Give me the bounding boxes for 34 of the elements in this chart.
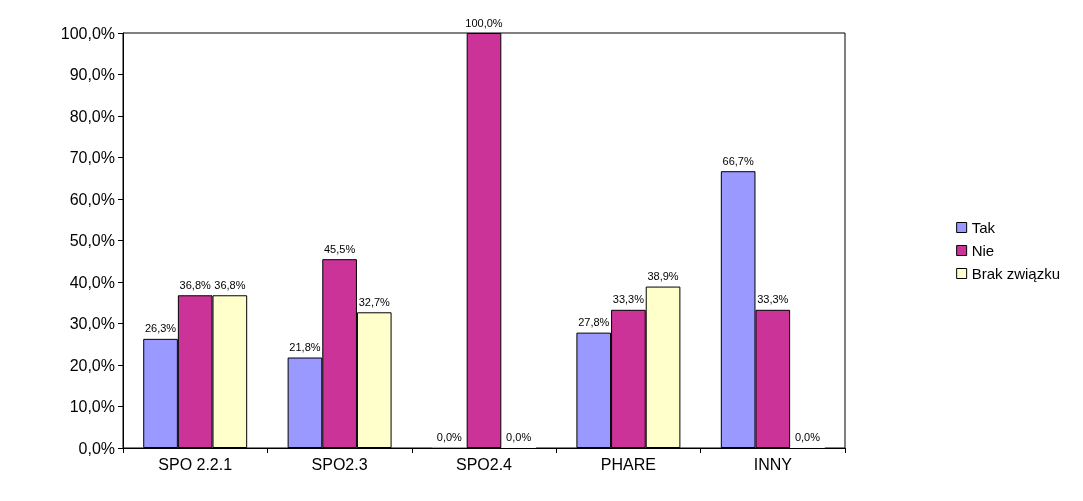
y-tick-label: 70,0% xyxy=(69,149,115,166)
data-label: 32,7% xyxy=(358,295,391,308)
y-tick-label: 20,0% xyxy=(69,356,115,374)
y-tick-label: 10,0% xyxy=(69,398,115,415)
data-label: 36,8% xyxy=(179,278,212,291)
data-label: 0,0% xyxy=(794,430,821,443)
legend-label: Brak związku xyxy=(971,265,1060,282)
data-label: 45,5% xyxy=(324,242,356,255)
data-label: 36,8% xyxy=(214,278,246,291)
data-label: 33,3% xyxy=(612,293,645,306)
data-label: 66,7% xyxy=(722,154,754,167)
legend-label: Tak xyxy=(971,219,996,236)
data-label: 0,0% xyxy=(506,430,532,443)
x-tick-label: INNY xyxy=(753,455,793,473)
x-tick-label: SPO 2.2.1 xyxy=(158,455,233,473)
y-tick-label: 100,0% xyxy=(60,24,115,42)
data-label: 33,3% xyxy=(757,293,789,306)
y-tick-label: 30,0% xyxy=(69,315,115,332)
data-label: 38,9% xyxy=(647,270,679,283)
y-tick-label: 90,0% xyxy=(69,66,115,83)
x-tick-label: SPO2.4 xyxy=(455,455,513,473)
legend-label: Nie xyxy=(971,242,995,259)
data-label: 21,8% xyxy=(289,341,321,354)
data-label: 26,3% xyxy=(144,322,177,335)
y-tick-label: 50,0% xyxy=(69,232,115,249)
data-label: 100,0% xyxy=(465,16,503,29)
y-tick-label: 0,0% xyxy=(78,439,115,457)
y-tick-label: 80,0% xyxy=(69,107,115,125)
y-tick-label: 60,0% xyxy=(69,190,115,208)
data-label: 27,8% xyxy=(578,316,610,329)
x-tick-label: PHARE xyxy=(600,455,656,473)
data-label: 0,0% xyxy=(436,430,463,443)
x-tick-label: SPO2.3 xyxy=(311,455,368,473)
y-tick-label: 40,0% xyxy=(69,273,115,291)
